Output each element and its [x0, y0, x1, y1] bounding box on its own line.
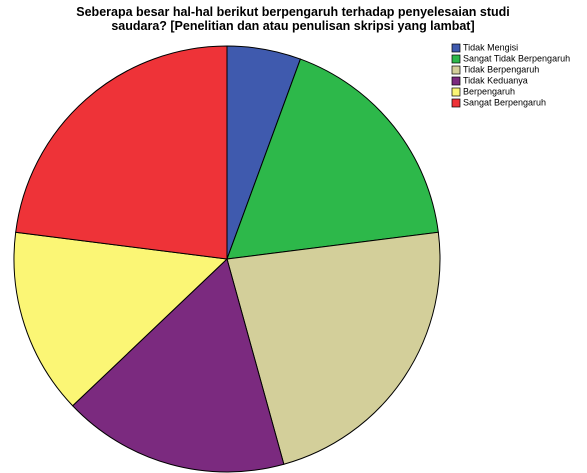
legend-label: Sangat Berpengaruh [463, 97, 546, 107]
legend-swatch [451, 98, 461, 108]
legend-swatch [451, 76, 461, 86]
legend-swatch [451, 87, 461, 97]
legend-swatch [451, 65, 461, 75]
chart-title: Seberapa besar hal-hal berikut berpengar… [76, 5, 509, 19]
pie-slice [71, 258, 285, 473]
legend-swatch [451, 43, 461, 53]
legend-label: Sangat Tidak Berpengaruh [463, 53, 570, 63]
legend-label: Tidak Mengisi [463, 42, 518, 52]
legend-label: Tidak Keduanya [463, 75, 528, 85]
legend-label: Tidak Berpengaruh [463, 64, 539, 74]
chart-title: saudara? [Penelitian dan atau penulisan … [111, 19, 474, 33]
legend-label: Berpengaruh [463, 86, 515, 96]
pie-slice [15, 45, 228, 260]
pie-slice [226, 58, 439, 260]
legend-swatch [451, 54, 461, 64]
pie-slice [13, 231, 229, 407]
pie-slice [226, 231, 441, 465]
